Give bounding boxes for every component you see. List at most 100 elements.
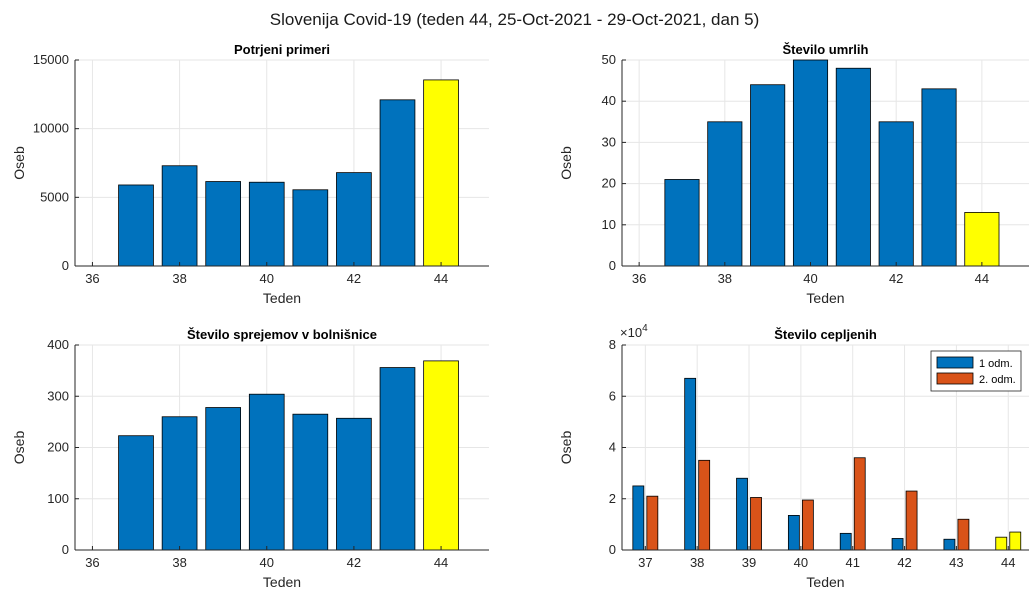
- x-tick-label: 36: [85, 555, 99, 570]
- y-axis-label: Oseb: [558, 146, 574, 180]
- y-tick-label: 50: [602, 52, 616, 67]
- bar-2-41: [853, 457, 866, 551]
- bar-2-44: [1009, 531, 1022, 551]
- x-tick-label: 36: [632, 271, 646, 286]
- bar-41: [835, 67, 871, 267]
- chart-3: 0 100 200 300 400 36 38 40 42 44 Število sprejemov…: [11, 327, 489, 590]
- bar-42: [336, 172, 372, 267]
- x-tick-label: 42: [347, 271, 361, 286]
- chart-title: Število cepljenih: [774, 327, 877, 342]
- x-axis-label: Teden: [806, 290, 844, 306]
- y-tick-label: 6: [609, 388, 616, 403]
- legend-label-2: 2. odm.: [979, 374, 1016, 386]
- y-tick-label: 4: [609, 440, 616, 455]
- bar-41: [292, 413, 329, 551]
- bar-44: [423, 79, 459, 267]
- x-tick-label: 36: [85, 271, 99, 286]
- y-tick-label: 40: [602, 93, 616, 108]
- x-tick-label: 44: [1001, 555, 1015, 570]
- y-tick-label: 0: [609, 258, 616, 273]
- x-tick-label: 41: [845, 555, 859, 570]
- chart-2: 0 10 20 30 40 50 36 38 40 42 44 Število umrlih Teden…: [558, 42, 1029, 306]
- x-tick-label: 40: [260, 555, 274, 570]
- figure-title: Slovenija Covid-19 (teden 44, 25-Oct-202…: [269, 10, 760, 29]
- y-tick-label: 10: [602, 217, 616, 232]
- bar-1-41: [839, 532, 852, 551]
- legend-swatch-1: [936, 356, 974, 369]
- x-axis-label: Teden: [263, 574, 301, 590]
- bar-1-44: [995, 536, 1008, 551]
- y-tick-label: 200: [47, 440, 69, 455]
- x-tick-label: 44: [975, 271, 989, 286]
- bar-43: [379, 367, 416, 551]
- bar-1-37: [632, 485, 645, 551]
- y-axis-label: Oseb: [11, 146, 27, 180]
- bar-37: [118, 435, 154, 551]
- bar-40: [248, 393, 285, 551]
- x-tick-label: 43: [949, 555, 963, 570]
- y-tick-label: 30: [602, 134, 616, 149]
- x-tick-label: 38: [690, 555, 704, 570]
- bar-2-39: [750, 497, 762, 551]
- x-axis-label: Teden: [263, 290, 301, 306]
- x-tick-label: 42: [897, 555, 911, 570]
- x-tick-label: 40: [260, 271, 274, 286]
- bar-2-38: [698, 459, 711, 551]
- bar-37: [664, 179, 700, 267]
- chart-4: 0 2 4 6 8 37 38 39 40 41 42 43 44 Število cepljenih Te…: [558, 323, 1029, 590]
- y-tick-label: 10000: [33, 121, 69, 136]
- bar-1-43: [943, 538, 956, 551]
- chart-title: Število umrlih: [783, 42, 869, 57]
- y-tick-label: 300: [47, 388, 69, 403]
- y-exponent-label: ×104: [620, 323, 648, 340]
- x-tick-label: 44: [434, 271, 448, 286]
- x-tick-label: 44: [434, 555, 448, 570]
- bar-43: [921, 88, 957, 267]
- bar-43: [379, 99, 416, 267]
- bar-44: [964, 212, 1000, 267]
- bar-39: [205, 181, 242, 267]
- x-tick-label: 38: [172, 271, 186, 286]
- y-tick-label: 100: [47, 491, 69, 506]
- y-tick-label: 5000: [40, 189, 69, 204]
- legend: 1 odm. 2. odm.: [930, 350, 1022, 392]
- x-tick-label: 42: [347, 555, 361, 570]
- y-tick-label: 400: [47, 337, 69, 352]
- bar-39: [750, 84, 786, 267]
- legend-label-1: 1 odm.: [979, 358, 1013, 370]
- bar-38: [161, 416, 198, 551]
- y-axis-label: Oseb: [11, 431, 27, 465]
- bar-2-42: [905, 490, 918, 551]
- bar-2-37: [646, 495, 659, 551]
- bar-40: [792, 59, 829, 267]
- chart-title: Potrjeni primeri: [234, 42, 330, 57]
- bar-37: [118, 184, 154, 267]
- y-axis-label: Oseb: [558, 431, 574, 465]
- y-tick-label: 20: [602, 176, 616, 191]
- chart-1: 0 5000 10000 15000 36 38 40 42 44 Potrjeni primer…: [11, 42, 489, 306]
- x-tick-label: 39: [742, 555, 756, 570]
- y-tick-label: 15000: [33, 52, 69, 67]
- y-tick-label: 0: [62, 258, 69, 273]
- x-tick-label: 37: [638, 555, 652, 570]
- bar-1-38: [684, 377, 697, 551]
- y-tick-label: 0: [609, 542, 616, 557]
- bar-2-40: [801, 499, 814, 551]
- bar-1-40: [787, 515, 800, 551]
- bar-38: [161, 165, 198, 267]
- bar-42: [336, 417, 372, 551]
- bar-1-42: [891, 538, 904, 551]
- y-tick-label: 8: [609, 337, 616, 352]
- legend-swatch-2: [936, 372, 974, 385]
- bar-42: [878, 121, 914, 267]
- x-tick-label: 42: [889, 271, 903, 286]
- y-tick-label: 2: [609, 491, 616, 506]
- x-axis-label: Teden: [806, 574, 844, 590]
- bar-1-39: [736, 477, 748, 551]
- bar-41: [292, 189, 329, 267]
- chart-title: Število sprejemov v bolnišnice: [187, 327, 377, 342]
- bar-44: [423, 360, 459, 551]
- bar-2-43: [957, 518, 970, 551]
